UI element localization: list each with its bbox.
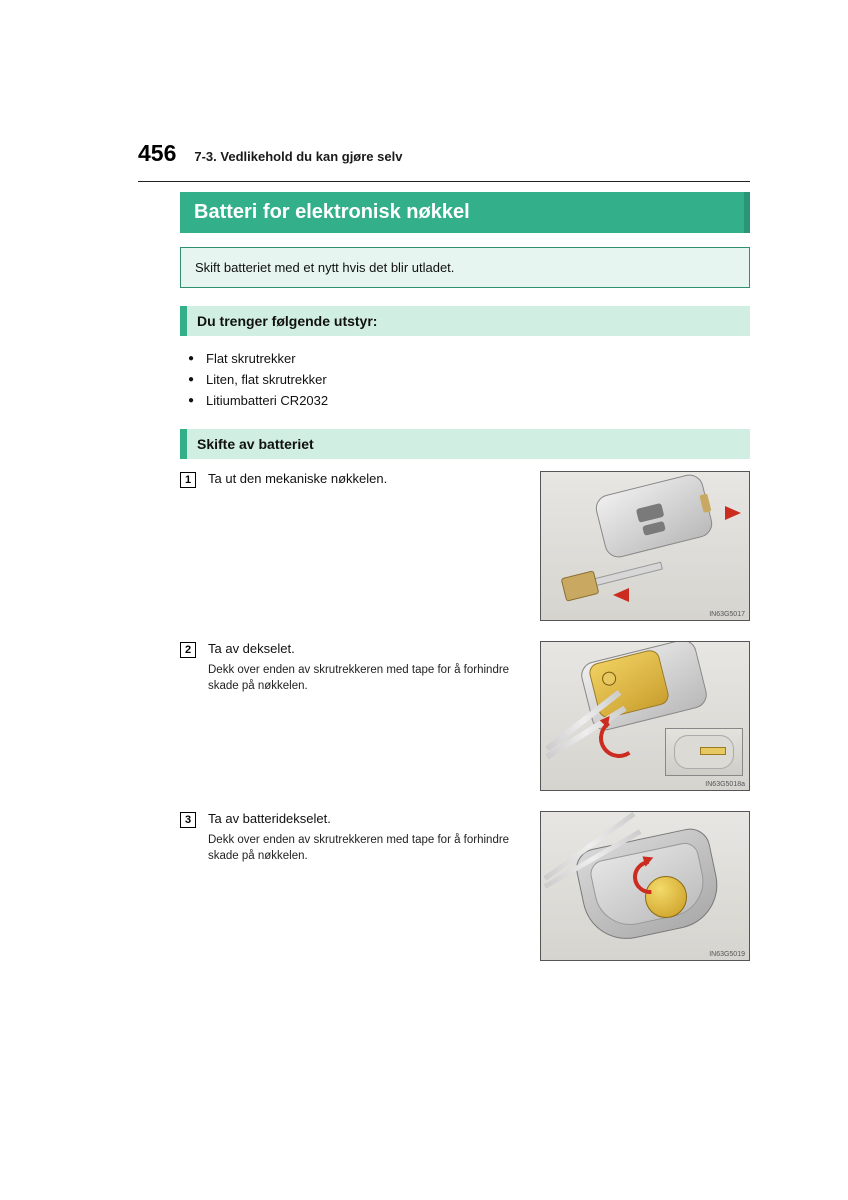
breadcrumb: 7-3. Vedlikehold du kan gjøre selv (194, 149, 402, 164)
figure-remove-key: IN63G5017 (540, 471, 750, 621)
figure-label: IN63G5017 (709, 611, 745, 618)
page-number: 456 (138, 140, 176, 167)
step-row: 1 Ta ut den mekaniske nøkkelen. IN63G501… (180, 471, 750, 621)
list-item: Litiumbatteri CR2032 (206, 390, 750, 411)
step-number: 1 (180, 472, 196, 488)
step-text: Ta av batteridekselet. (208, 811, 528, 826)
list-item: Liten, flat skrutrekker (206, 369, 750, 390)
section-heading-steps: Skifte av batteriet (180, 429, 750, 459)
page-title: Batteri for elektronisk nøkkel (180, 192, 750, 233)
step-row: 3 Ta av batteridekselet. Dekk over enden… (180, 811, 750, 961)
step-number: 3 (180, 812, 196, 828)
intro-text: Skift batteriet med et nytt hvis det bli… (180, 247, 750, 288)
page-header: 456 7-3. Vedlikehold du kan gjøre selv (138, 140, 750, 167)
step-subtext: Dekk over enden av skrutrekkeren med tap… (208, 662, 528, 694)
figure-label: IN63G5018a (705, 781, 745, 788)
list-item: Flat skrutrekker (206, 348, 750, 369)
step-text: Ta av dekselet. (208, 641, 528, 656)
step-number: 2 (180, 642, 196, 658)
divider (138, 181, 750, 182)
step-text: Ta ut den mekaniske nøkkelen. (208, 471, 528, 486)
step-row: 2 Ta av dekselet. Dekk over enden av skr… (180, 641, 750, 791)
section-heading-equipment: Du trenger følgende utstyr: (180, 306, 750, 336)
step-subtext: Dekk over enden av skrutrekkeren med tap… (208, 832, 528, 864)
figure-label: IN63G5019 (709, 951, 745, 958)
figure-remove-cover: IN63G5018a (540, 641, 750, 791)
figure-remove-battery-cover: IN63G5019 (540, 811, 750, 961)
equipment-list: Flat skrutrekker Liten, flat skrutrekker… (206, 348, 750, 411)
